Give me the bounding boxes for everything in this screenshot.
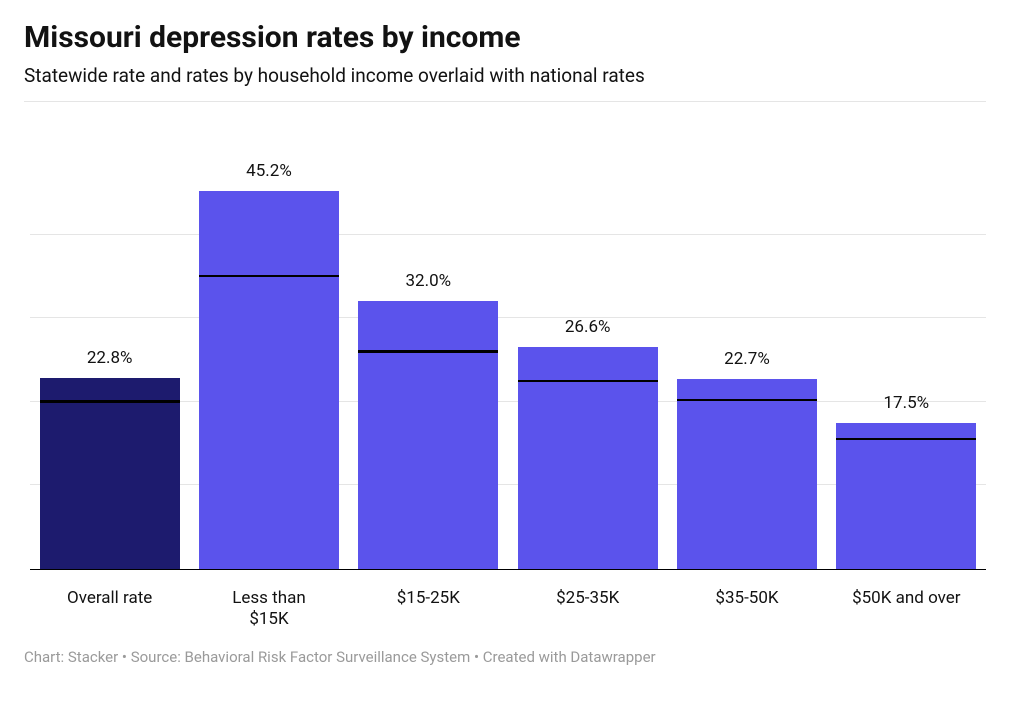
chart-title: Missouri depression rates by income bbox=[24, 20, 986, 56]
bar bbox=[40, 378, 180, 569]
plot-region: 22.8% 45.2% 32.0% 26.6% 22.7% 17.5% bbox=[30, 152, 986, 570]
x-axis-label: Less than$15K bbox=[189, 588, 348, 631]
x-axis-label: $50K and over bbox=[827, 588, 986, 609]
x-axis-label: $25-35K bbox=[508, 588, 667, 609]
bar-slot: 22.7% bbox=[677, 151, 817, 569]
bars-layer: 22.8% 45.2% 32.0% 26.6% 22.7% 17.5% bbox=[30, 152, 986, 569]
bar bbox=[358, 301, 498, 569]
bar-value-label: 17.5% bbox=[884, 393, 930, 413]
national-rate-marker bbox=[677, 399, 817, 401]
x-axis-label: $15-25K bbox=[349, 588, 508, 609]
bar-slot: 17.5% bbox=[836, 151, 976, 569]
chart-area: 22.8% 45.2% 32.0% 26.6% 22.7% 17.5% Overall r… bbox=[24, 112, 986, 642]
bar-slot: 45.2% bbox=[199, 151, 339, 569]
national-rate-marker bbox=[199, 275, 339, 277]
bar-slot: 22.8% bbox=[40, 151, 180, 569]
x-axis-label: Overall rate bbox=[30, 588, 189, 609]
chart-credit: Chart: Stacker • Source: Behavioral Risk… bbox=[24, 648, 986, 666]
chart-subtitle: Statewide rate and rates by household in… bbox=[24, 64, 986, 87]
national-rate-marker bbox=[836, 438, 976, 440]
bar-value-label: 32.0% bbox=[406, 271, 452, 291]
national-rate-marker bbox=[358, 350, 498, 352]
national-rate-marker bbox=[518, 380, 658, 382]
title-divider bbox=[24, 101, 986, 102]
bar-slot: 32.0% bbox=[358, 151, 498, 569]
bar bbox=[836, 423, 976, 569]
bar-value-label: 22.7% bbox=[724, 349, 770, 369]
x-axis-label: $35-50K bbox=[667, 588, 826, 609]
bar-value-label: 45.2% bbox=[246, 161, 292, 181]
bar bbox=[677, 379, 817, 569]
x-axis-labels: Overall rateLess than$15K$15-25K$25-35K$… bbox=[30, 580, 986, 642]
bar-value-label: 26.6% bbox=[565, 317, 611, 337]
bar-value-label: 22.8% bbox=[87, 348, 133, 368]
bar-slot: 26.6% bbox=[518, 151, 658, 569]
bar bbox=[199, 191, 339, 569]
national-rate-marker bbox=[40, 400, 180, 402]
